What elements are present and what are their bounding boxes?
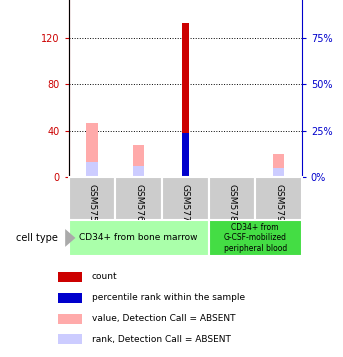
Text: count: count	[92, 272, 117, 281]
Text: GSM577: GSM577	[181, 183, 190, 221]
Bar	[69, 220, 209, 256]
Bar	[58, 335, 82, 345]
Text: value, Detection Call = ABSENT: value, Detection Call = ABSENT	[92, 314, 235, 323]
Bar	[58, 293, 82, 303]
Bar	[273, 168, 284, 177]
Bar	[69, 177, 115, 220]
Bar	[255, 177, 302, 220]
Text: GSM579: GSM579	[274, 183, 283, 221]
Text: cell type: cell type	[16, 233, 58, 243]
Bar	[273, 154, 284, 177]
Bar	[58, 313, 82, 323]
Text: CD34+ from
G-CSF-mobilized
peripheral blood: CD34+ from G-CSF-mobilized peripheral bl…	[224, 223, 287, 253]
Bar	[133, 166, 144, 177]
Bar	[182, 23, 189, 177]
Bar	[182, 133, 189, 177]
Text: GSM578: GSM578	[227, 183, 236, 221]
Bar	[209, 177, 255, 220]
Text: GSM576: GSM576	[134, 183, 143, 221]
Bar	[86, 162, 98, 177]
Text: CD34+ from bone marrow: CD34+ from bone marrow	[79, 233, 198, 242]
Text: GSM575: GSM575	[87, 183, 96, 221]
Bar	[58, 272, 82, 282]
Bar	[162, 177, 209, 220]
Bar	[133, 145, 144, 177]
Text: percentile rank within the sample: percentile rank within the sample	[92, 293, 245, 302]
Bar	[86, 123, 98, 177]
Bar	[115, 177, 162, 220]
Text: rank, Detection Call = ABSENT: rank, Detection Call = ABSENT	[92, 335, 230, 344]
Bar	[209, 220, 302, 256]
